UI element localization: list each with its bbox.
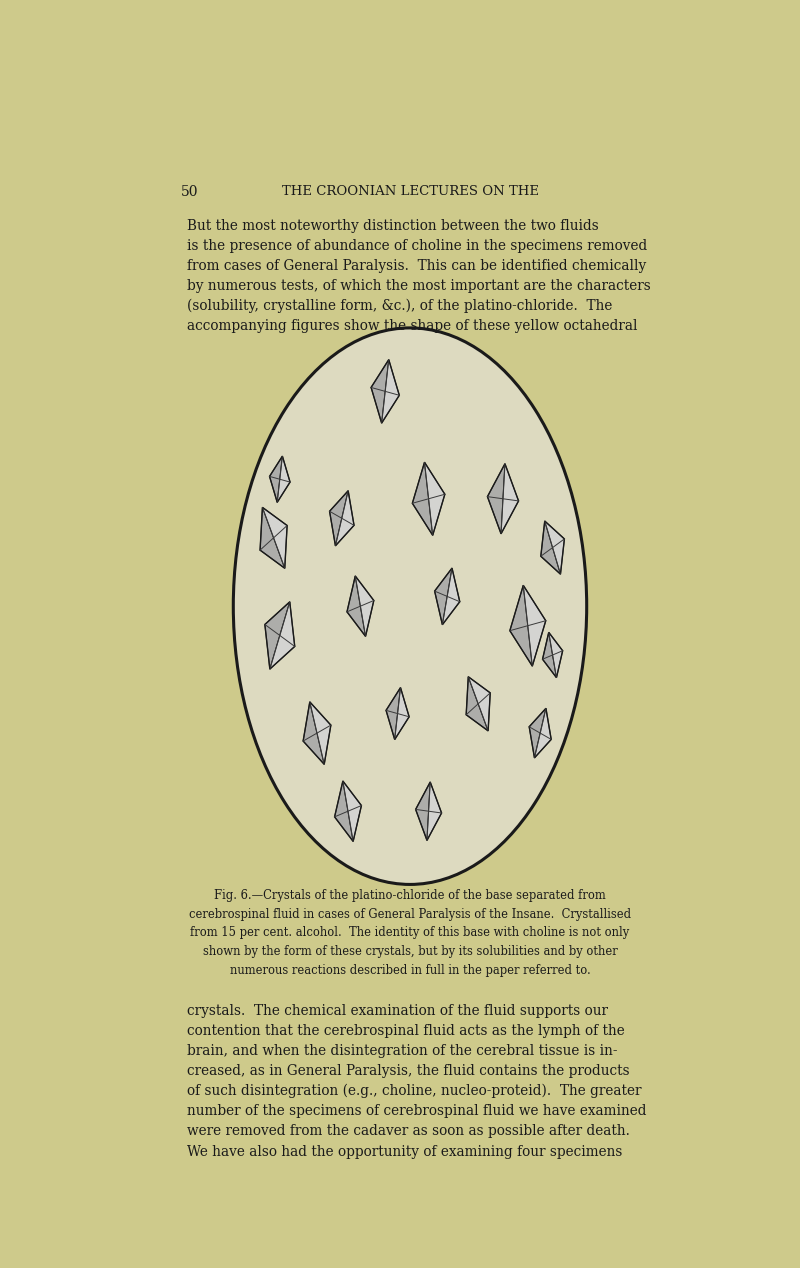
- Text: crystals.  The chemical examination of the fluid supports our
contention that th: crystals. The chemical examination of th…: [187, 1003, 646, 1159]
- Circle shape: [234, 328, 586, 885]
- Polygon shape: [347, 576, 366, 637]
- Polygon shape: [412, 463, 433, 535]
- Polygon shape: [260, 507, 285, 568]
- Text: Fig. 6.—Crystals of the platino-chloride of the base separated from: Fig. 6.—Crystals of the platino-chloride…: [214, 889, 606, 903]
- Polygon shape: [343, 781, 362, 842]
- Polygon shape: [416, 782, 430, 841]
- Text: 50: 50: [181, 185, 198, 199]
- Polygon shape: [425, 463, 445, 535]
- Polygon shape: [330, 491, 348, 545]
- Polygon shape: [278, 456, 290, 502]
- Polygon shape: [427, 782, 442, 841]
- Polygon shape: [386, 687, 401, 739]
- Polygon shape: [334, 781, 353, 842]
- Text: But the most noteworthy distinction between the two fluids
is the presence of ab: But the most noteworthy distinction betw…: [187, 218, 650, 333]
- Text: numerous reactions described in full in the paper referred to.: numerous reactions described in full in …: [230, 964, 590, 976]
- Polygon shape: [542, 633, 557, 677]
- Polygon shape: [501, 464, 518, 534]
- Text: from 15 per cent. alcohol.  The identity of this base with choline is not only: from 15 per cent. alcohol. The identity …: [190, 927, 630, 940]
- Polygon shape: [529, 709, 546, 758]
- Polygon shape: [335, 491, 354, 545]
- Polygon shape: [355, 576, 374, 637]
- Polygon shape: [523, 586, 546, 666]
- Polygon shape: [487, 464, 505, 534]
- Polygon shape: [434, 568, 452, 625]
- Polygon shape: [468, 677, 490, 730]
- Polygon shape: [303, 702, 324, 765]
- Text: shown by the form of these crystals, but by its solubilities and by other: shown by the form of these crystals, but…: [202, 945, 618, 957]
- Text: THE CROONIAN LECTURES ON THE: THE CROONIAN LECTURES ON THE: [282, 185, 538, 198]
- Polygon shape: [265, 602, 290, 670]
- Polygon shape: [510, 586, 532, 666]
- Polygon shape: [394, 687, 409, 739]
- Polygon shape: [310, 702, 331, 765]
- Polygon shape: [442, 568, 460, 625]
- Polygon shape: [270, 602, 294, 670]
- Polygon shape: [270, 456, 282, 502]
- Polygon shape: [545, 521, 565, 574]
- Polygon shape: [382, 360, 399, 424]
- Polygon shape: [466, 677, 488, 730]
- Polygon shape: [371, 360, 389, 424]
- Text: cerebrospinal fluid in cases of General Paralysis of the Insane.  Crystallised: cerebrospinal fluid in cases of General …: [189, 908, 631, 921]
- Polygon shape: [262, 507, 287, 568]
- Polygon shape: [549, 633, 562, 677]
- Polygon shape: [541, 521, 561, 574]
- Polygon shape: [534, 709, 551, 758]
